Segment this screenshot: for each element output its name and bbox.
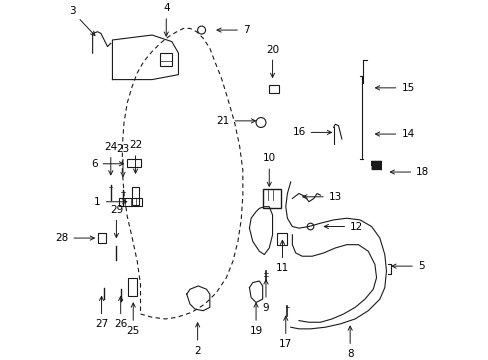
Bar: [262, 189, 280, 208]
Text: 13: 13: [302, 192, 341, 202]
Bar: [269, 85, 279, 93]
Text: 17: 17: [279, 316, 292, 349]
Text: 27: 27: [95, 296, 108, 329]
Text: 16: 16: [292, 127, 331, 138]
Text: 25: 25: [126, 303, 140, 336]
Text: 10: 10: [262, 153, 275, 186]
Text: 29: 29: [109, 204, 123, 238]
Text: 12: 12: [324, 221, 363, 231]
Text: 20: 20: [265, 45, 279, 77]
Text: 26: 26: [114, 296, 127, 329]
Text: 21: 21: [216, 116, 255, 126]
Bar: [131, 187, 139, 205]
Text: 15: 15: [375, 83, 414, 93]
Text: 3: 3: [68, 6, 95, 36]
Bar: [276, 233, 286, 245]
Text: 6: 6: [91, 159, 123, 169]
Text: 18: 18: [389, 167, 428, 177]
Bar: [98, 233, 105, 243]
Text: 7: 7: [217, 25, 249, 35]
Text: 11: 11: [275, 240, 288, 273]
Text: 1: 1: [94, 197, 126, 207]
Text: 2: 2: [194, 323, 201, 356]
Text: 19: 19: [249, 303, 262, 336]
Text: 4: 4: [163, 3, 169, 36]
Text: 5: 5: [391, 261, 424, 271]
Text: 22: 22: [129, 140, 142, 173]
Text: 9: 9: [262, 280, 269, 313]
Bar: [119, 198, 142, 206]
Text: 8: 8: [346, 326, 353, 359]
Bar: [127, 159, 140, 167]
Bar: [160, 53, 171, 66]
Text: 24: 24: [104, 142, 117, 175]
Text: 23: 23: [116, 144, 129, 176]
Text: 14: 14: [375, 129, 414, 139]
Bar: [128, 278, 136, 296]
Text: 28: 28: [55, 233, 94, 243]
